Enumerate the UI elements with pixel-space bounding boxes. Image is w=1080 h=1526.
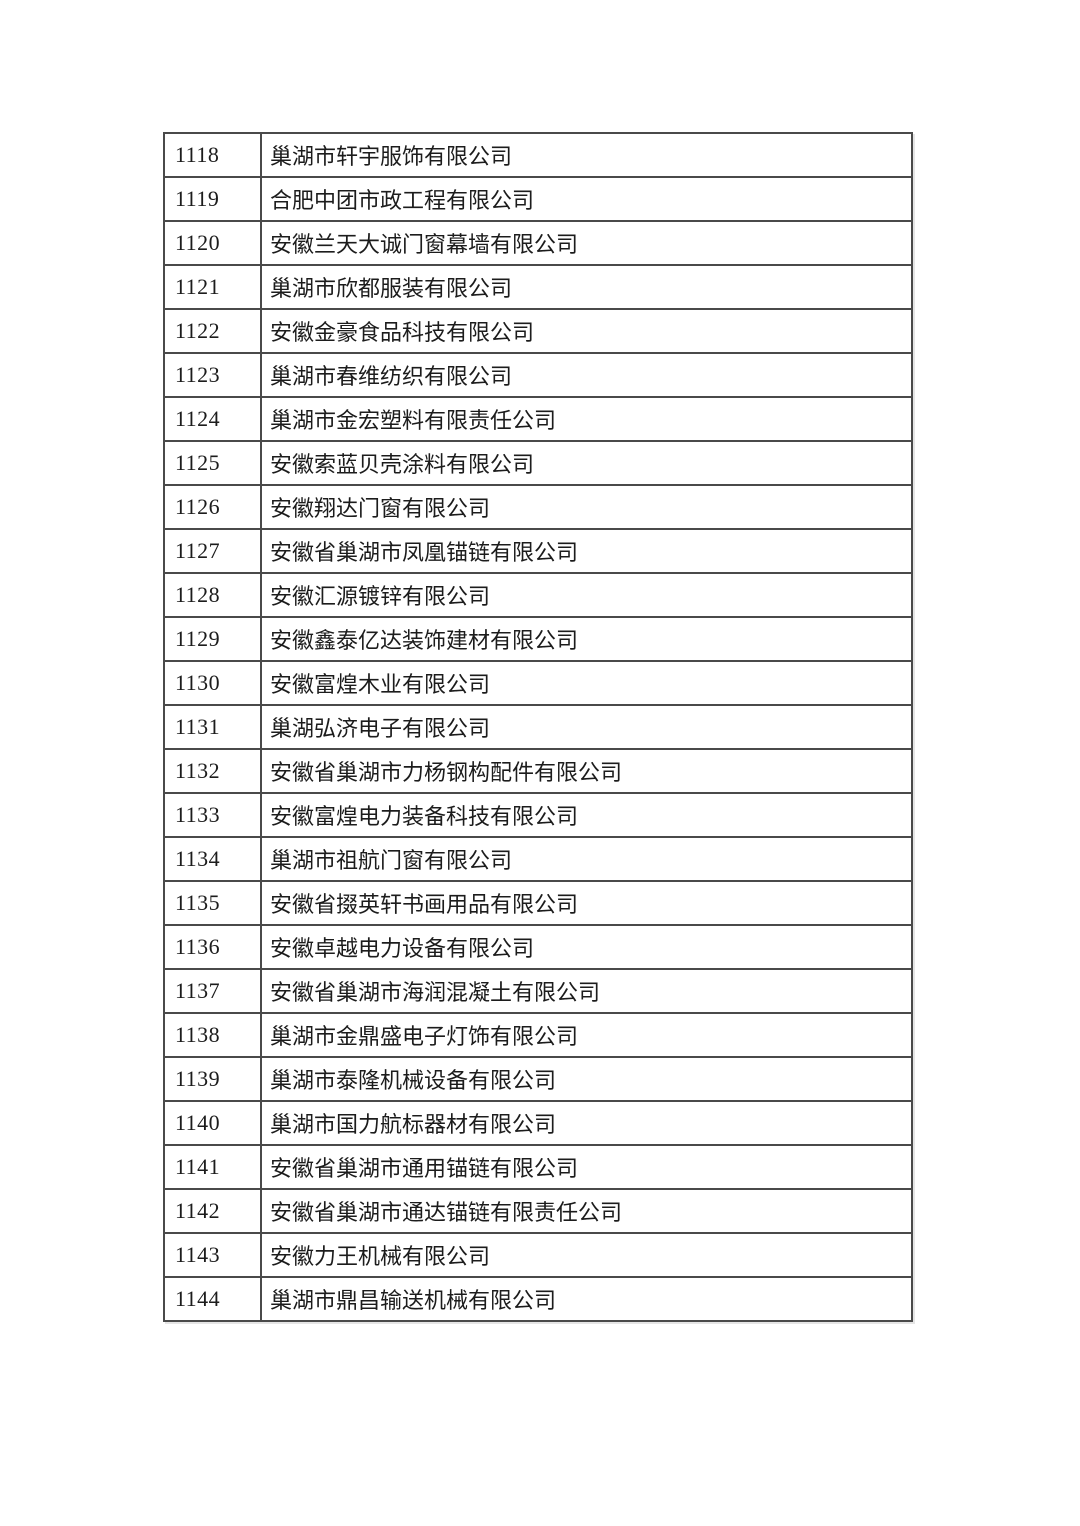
table-row: 1121 巢湖市欣都服装有限公司 bbox=[163, 264, 913, 310]
table-row: 1142 安徽省巢湖市通达锚链有限责任公司 bbox=[163, 1188, 913, 1234]
company-name-cell: 安徽富煌木业有限公司 bbox=[260, 660, 913, 706]
company-name-cell: 巢湖市金鼎盛电子灯饰有限公司 bbox=[260, 1012, 913, 1058]
row-number-cell: 1127 bbox=[163, 528, 262, 574]
table-row: 1144 巢湖市鼎昌输送机械有限公司 bbox=[163, 1276, 913, 1322]
row-number-cell: 1139 bbox=[163, 1056, 262, 1102]
table-row: 1137 安徽省巢湖市海润混凝土有限公司 bbox=[163, 968, 913, 1014]
table-row: 1123 巢湖市春维纺织有限公司 bbox=[163, 352, 913, 398]
company-table-body: 1118 巢湖市轩宇服饰有限公司 1119 合肥中团市政工程有限公司 1120 安徽兰天大… bbox=[163, 132, 913, 1322]
company-name-cell: 巢湖市轩宇服饰有限公司 bbox=[260, 132, 913, 178]
table-row: 1119 合肥中团市政工程有限公司 bbox=[163, 176, 913, 222]
row-number-cell: 1132 bbox=[163, 748, 262, 794]
row-number-cell: 1135 bbox=[163, 880, 262, 926]
company-table: 1118 巢湖市轩宇服饰有限公司 1119 合肥中团市政工程有限公司 1120 安徽兰天大… bbox=[163, 132, 913, 1322]
company-name-cell: 安徽翔达门窗有限公司 bbox=[260, 484, 913, 530]
company-name-cell: 安徽省巢湖市力杨钢构配件有限公司 bbox=[260, 748, 913, 794]
table-row: 1126 安徽翔达门窗有限公司 bbox=[163, 484, 913, 530]
row-number-cell: 1137 bbox=[163, 968, 262, 1014]
company-name-cell: 安徽省掇英轩书画用品有限公司 bbox=[260, 880, 913, 926]
table-row: 1143 安徽力王机械有限公司 bbox=[163, 1232, 913, 1278]
company-name-cell: 安徽金豪食品科技有限公司 bbox=[260, 308, 913, 354]
row-number-cell: 1130 bbox=[163, 660, 262, 706]
company-name-cell: 安徽卓越电力设备有限公司 bbox=[260, 924, 913, 970]
row-number-cell: 1141 bbox=[163, 1144, 262, 1190]
company-name-cell: 安徽鑫泰亿达装饰建材有限公司 bbox=[260, 616, 913, 662]
company-name-cell: 安徽省巢湖市凤凰锚链有限公司 bbox=[260, 528, 913, 574]
table-row: 1141 安徽省巢湖市通用锚链有限公司 bbox=[163, 1144, 913, 1190]
table-row: 1134 巢湖市祖航门窗有限公司 bbox=[163, 836, 913, 882]
table-row: 1140 巢湖市国力航标器材有限公司 bbox=[163, 1100, 913, 1146]
company-name-cell: 安徽兰天大诚门窗幕墙有限公司 bbox=[260, 220, 913, 266]
table-row: 1138 巢湖市金鼎盛电子灯饰有限公司 bbox=[163, 1012, 913, 1058]
company-name-cell: 巢湖市欣都服装有限公司 bbox=[260, 264, 913, 310]
row-number-cell: 1133 bbox=[163, 792, 262, 838]
table-row: 1130 安徽富煌木业有限公司 bbox=[163, 660, 913, 706]
row-number-cell: 1118 bbox=[163, 132, 262, 178]
company-name-cell: 安徽富煌电力装备科技有限公司 bbox=[260, 792, 913, 838]
row-number-cell: 1124 bbox=[163, 396, 262, 442]
row-number-cell: 1131 bbox=[163, 704, 262, 750]
row-number-cell: 1138 bbox=[163, 1012, 262, 1058]
company-name-cell: 安徽省巢湖市通达锚链有限责任公司 bbox=[260, 1188, 913, 1234]
company-name-cell: 巢湖市国力航标器材有限公司 bbox=[260, 1100, 913, 1146]
table-row: 1124 巢湖市金宏塑料有限责任公司 bbox=[163, 396, 913, 442]
row-number-cell: 1119 bbox=[163, 176, 262, 222]
row-number-cell: 1140 bbox=[163, 1100, 262, 1146]
table-row: 1133 安徽富煌电力装备科技有限公司 bbox=[163, 792, 913, 838]
row-number-cell: 1136 bbox=[163, 924, 262, 970]
company-name-cell: 安徽索蓝贝壳涂料有限公司 bbox=[260, 440, 913, 486]
row-number-cell: 1126 bbox=[163, 484, 262, 530]
company-name-cell: 巢湖市祖航门窗有限公司 bbox=[260, 836, 913, 882]
table-row: 1118 巢湖市轩宇服饰有限公司 bbox=[163, 132, 913, 178]
company-name-cell: 巢湖市鼎昌输送机械有限公司 bbox=[260, 1276, 913, 1322]
company-name-cell: 安徽力王机械有限公司 bbox=[260, 1232, 913, 1278]
table-row: 1122 安徽金豪食品科技有限公司 bbox=[163, 308, 913, 354]
row-number-cell: 1122 bbox=[163, 308, 262, 354]
company-name-cell: 巢湖弘济电子有限公司 bbox=[260, 704, 913, 750]
table-row: 1135 安徽省掇英轩书画用品有限公司 bbox=[163, 880, 913, 926]
table-row: 1128 安徽汇源镀锌有限公司 bbox=[163, 572, 913, 618]
company-name-cell: 巢湖市泰隆机械设备有限公司 bbox=[260, 1056, 913, 1102]
row-number-cell: 1142 bbox=[163, 1188, 262, 1234]
table-row: 1129 安徽鑫泰亿达装饰建材有限公司 bbox=[163, 616, 913, 662]
table-row: 1125 安徽索蓝贝壳涂料有限公司 bbox=[163, 440, 913, 486]
company-name-cell: 安徽省巢湖市海润混凝土有限公司 bbox=[260, 968, 913, 1014]
table-row: 1132 安徽省巢湖市力杨钢构配件有限公司 bbox=[163, 748, 913, 794]
row-number-cell: 1129 bbox=[163, 616, 262, 662]
row-number-cell: 1121 bbox=[163, 264, 262, 310]
table-row: 1139 巢湖市泰隆机械设备有限公司 bbox=[163, 1056, 913, 1102]
row-number-cell: 1143 bbox=[163, 1232, 262, 1278]
company-name-cell: 巢湖市春维纺织有限公司 bbox=[260, 352, 913, 398]
row-number-cell: 1123 bbox=[163, 352, 262, 398]
row-number-cell: 1144 bbox=[163, 1276, 262, 1322]
table-row: 1131 巢湖弘济电子有限公司 bbox=[163, 704, 913, 750]
row-number-cell: 1120 bbox=[163, 220, 262, 266]
company-name-cell: 合肥中团市政工程有限公司 bbox=[260, 176, 913, 222]
row-number-cell: 1128 bbox=[163, 572, 262, 618]
company-name-cell: 安徽汇源镀锌有限公司 bbox=[260, 572, 913, 618]
row-number-cell: 1134 bbox=[163, 836, 262, 882]
company-name-cell: 巢湖市金宏塑料有限责任公司 bbox=[260, 396, 913, 442]
table-row: 1136 安徽卓越电力设备有限公司 bbox=[163, 924, 913, 970]
row-number-cell: 1125 bbox=[163, 440, 262, 486]
table-row: 1120 安徽兰天大诚门窗幕墙有限公司 bbox=[163, 220, 913, 266]
company-name-cell: 安徽省巢湖市通用锚链有限公司 bbox=[260, 1144, 913, 1190]
table-row: 1127 安徽省巢湖市凤凰锚链有限公司 bbox=[163, 528, 913, 574]
